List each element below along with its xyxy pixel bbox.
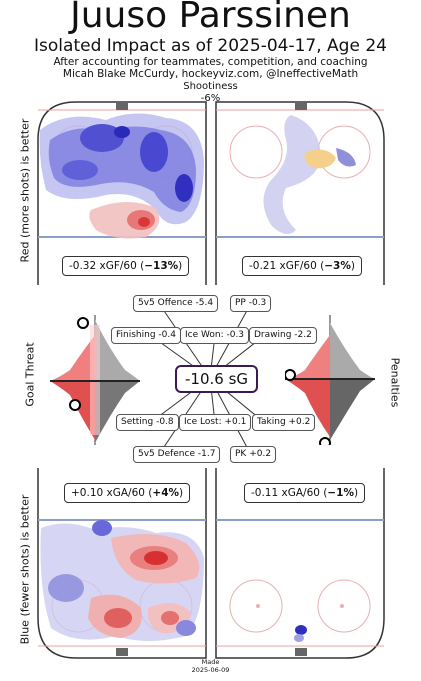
offence-right-stat: -0.21 xGF/60 (−3%) <box>242 256 362 276</box>
author-credit: Micah Blake McCurdy, hockeyviz.com, @Ine… <box>62 68 359 80</box>
total-impact-box: -10.6 sG <box>175 365 259 393</box>
defence-rink <box>37 468 385 659</box>
made-date: 2025-06-09 <box>191 666 230 674</box>
drawing-box: Drawing -2.2 <box>249 327 317 344</box>
goal-threat-label: Goal Threat <box>23 342 37 407</box>
defence-left-stat: +0.10 xGA/60 (+4%) <box>64 483 191 503</box>
setting-box: Setting -0.8 <box>116 414 179 431</box>
pk-box: PK +0.2 <box>230 446 277 463</box>
defence-5v5-box: 5v5 Defence -1.7 <box>133 446 221 463</box>
goal-threat-distribution <box>50 315 140 445</box>
penalties-distribution <box>285 315 375 445</box>
player-name: Juuso Parssinen <box>70 0 351 36</box>
finishing-box: Finishing -0.4 <box>111 327 181 344</box>
defence-right-stat: -0.11 xGA/60 (−1%) <box>244 483 366 503</box>
taking-box: Taking +0.2 <box>252 414 316 431</box>
chart-subtitle: Isolated Impact as of 2025-04-17, Age 24 <box>34 36 387 56</box>
offence-rink <box>37 101 385 285</box>
defence-axis-label: Blue (fewer shots) is better <box>18 494 32 645</box>
shootiness-value: -6% <box>200 93 221 104</box>
ice-lost-box: Ice Lost: +0.1 <box>179 414 252 431</box>
offence-left-stat: -0.32 xGF/60 (−13%) <box>62 256 190 276</box>
penalties-label: Penalties <box>388 357 402 408</box>
adjustment-note: After accounting for teammates, competit… <box>53 56 368 68</box>
ice-won-box: Ice Won: -0.3 <box>180 327 250 344</box>
made-label: Made <box>201 658 220 666</box>
pp-box: PP -0.3 <box>230 295 272 312</box>
offence-axis-label: Red (more shots) is better <box>18 118 32 263</box>
offence-5v5-box: 5v5 Offence -5.4 <box>133 295 219 312</box>
shootiness-label: Shootiness <box>183 81 238 92</box>
